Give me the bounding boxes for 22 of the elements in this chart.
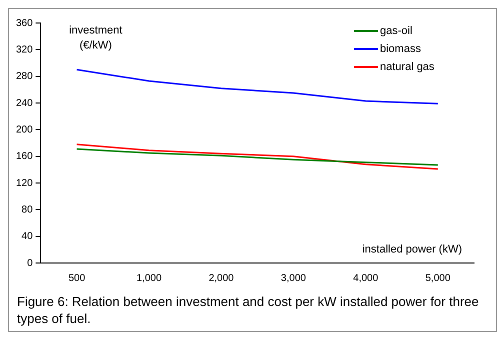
legend-label: gas-oil [380, 25, 412, 38]
y-tick-label: 280 [16, 71, 34, 82]
x-tick-label: 3,000 [280, 272, 306, 284]
x-tick-label: 1,000 [136, 272, 162, 284]
y-tick-label: 160 [16, 151, 34, 162]
x-axis-title: installed power (kW) [362, 244, 462, 256]
y-tick-label: 0 [27, 258, 34, 269]
y-tick-label: 120 [16, 178, 34, 189]
y-tick-label: 200 [16, 124, 34, 136]
y-tick-label: 80 [22, 204, 34, 216]
x-tick-label: 500 [68, 272, 86, 284]
y-tick-label: 40 [22, 231, 34, 242]
y-axis-title: investment (€/kW) [69, 24, 122, 52]
y-tick-label: 320 [16, 44, 34, 56]
x-tick-label: 5,000 [425, 272, 451, 284]
legend-label: natural gas [380, 61, 435, 74]
legend-label: biomass [380, 43, 422, 56]
y-tick-label: 240 [16, 98, 34, 109]
x-tick-label: 4,000 [353, 272, 379, 284]
y-tick-label: 360 [16, 18, 34, 29]
caption: Figure 6: Relation between investment and cost per kW installed power for three types of fuel. [16, 293, 480, 328]
x-tick-label: 2,000 [208, 272, 234, 284]
